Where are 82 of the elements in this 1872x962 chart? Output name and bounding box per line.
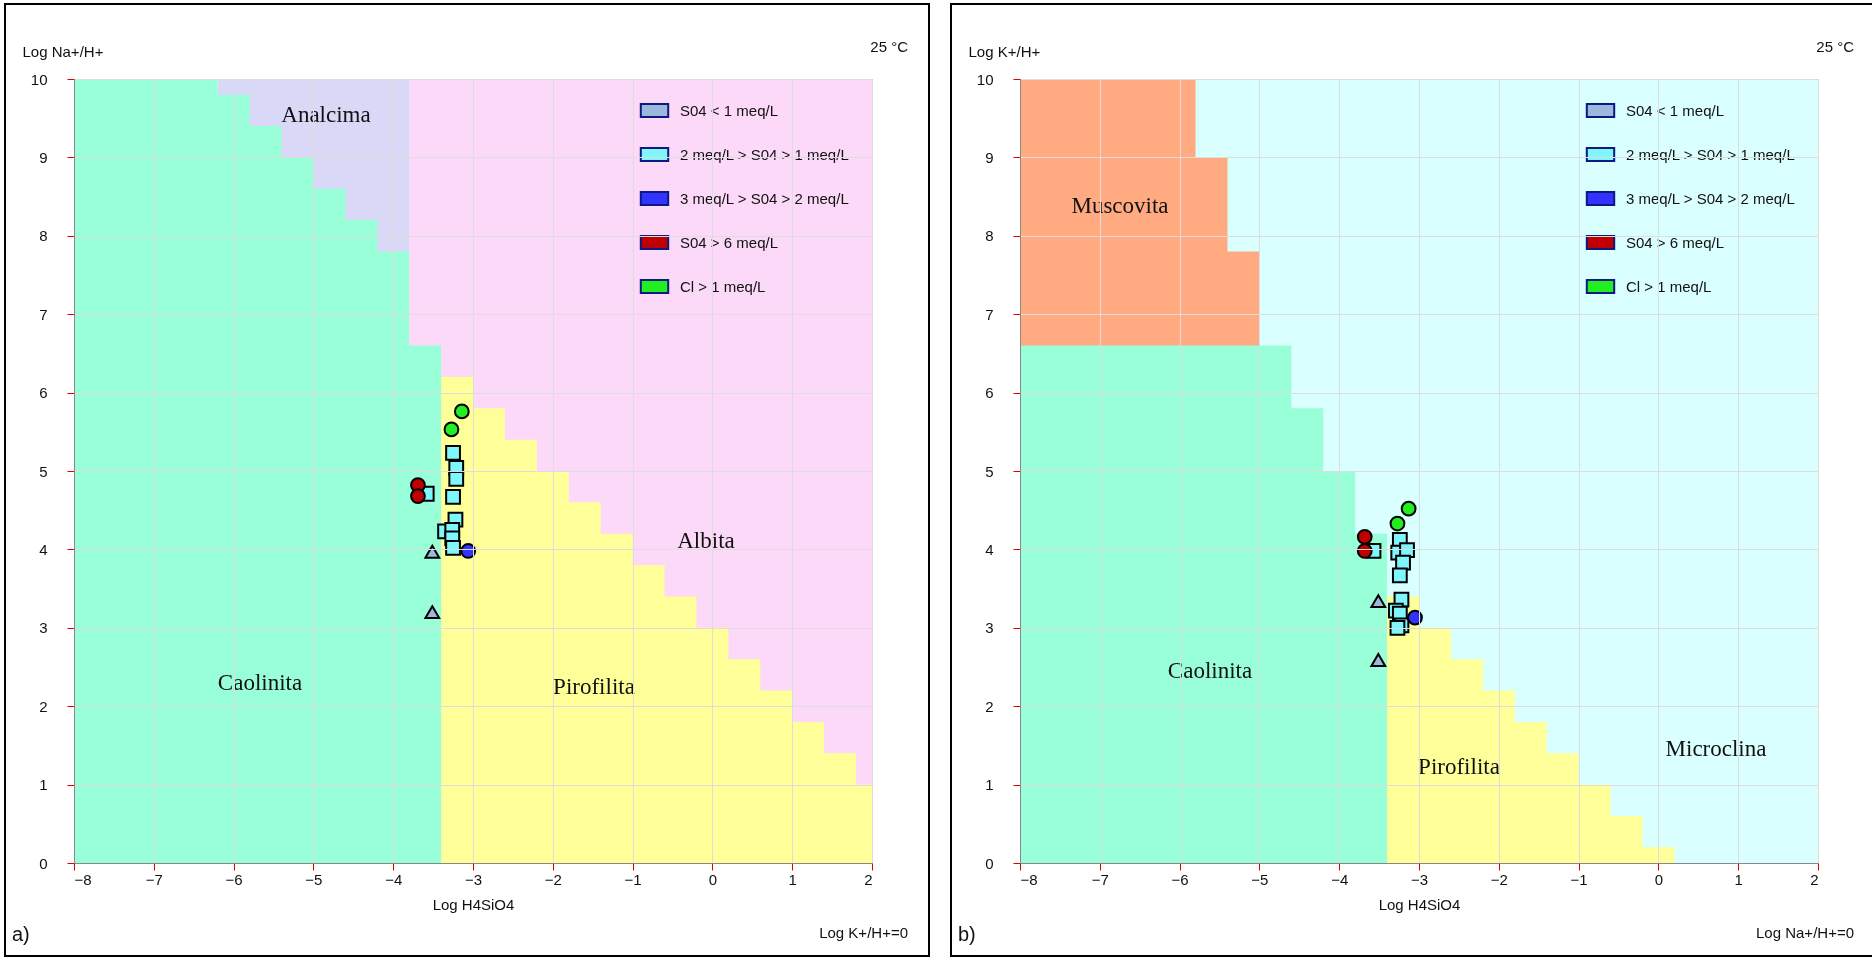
x-tick-label: −4 xyxy=(385,870,403,888)
x-axis-title: Log H4SiO4 xyxy=(1378,895,1461,913)
point xyxy=(1391,567,1408,584)
annotation: Caolinita xyxy=(1167,658,1253,683)
x-tick-label: −3 xyxy=(1410,870,1429,888)
point xyxy=(453,403,470,420)
y-tick-label: 4 xyxy=(39,540,48,558)
y-tick-label: 7 xyxy=(39,305,48,323)
annotation: Microclina xyxy=(1665,736,1767,761)
point xyxy=(1356,543,1373,559)
y-tick-label: 7 xyxy=(985,305,994,323)
point xyxy=(445,539,461,556)
annotation: Analcima xyxy=(281,102,371,127)
y-tick-label: 3 xyxy=(985,619,994,637)
x-tick-label: −4 xyxy=(1331,870,1349,888)
x-tick-label: −7 xyxy=(1091,870,1109,888)
y-tick-label: 0 xyxy=(39,854,48,872)
point xyxy=(1370,594,1387,609)
text: a) xyxy=(12,923,30,945)
y-tick-label: 10 xyxy=(976,70,994,88)
point xyxy=(1356,528,1373,545)
y-tick-label: 4 xyxy=(985,540,994,558)
x-tick-label: 2 xyxy=(1810,870,1819,888)
x-axis-title: Log H4SiO4 xyxy=(432,895,515,913)
point xyxy=(445,488,461,505)
x-tick-label: −8 xyxy=(1020,870,1038,888)
point xyxy=(1370,652,1387,667)
point xyxy=(1407,609,1423,626)
text: Log Na+/H+=0 xyxy=(1756,924,1854,941)
point xyxy=(424,605,441,620)
y-tick-label: 8 xyxy=(985,227,994,245)
x-tick-label: −1 xyxy=(624,870,642,888)
point xyxy=(443,421,460,438)
y-tick-label: 5 xyxy=(39,462,48,480)
y-tick-label: 2 xyxy=(39,697,48,715)
annotation: Albita xyxy=(677,528,735,553)
x-tick-label: −7 xyxy=(145,870,163,888)
point xyxy=(1400,500,1417,517)
x-tick-label: −5 xyxy=(1251,870,1269,888)
y-axis-title: Log K+/H+ xyxy=(968,42,1041,60)
annotation: Pirofilita xyxy=(553,674,635,699)
x-tick-label: 2 xyxy=(864,870,873,888)
y-tick-label: 10 xyxy=(30,70,48,88)
point xyxy=(424,544,441,559)
x-tick-label: 1 xyxy=(788,870,797,888)
annotation: Pirofilita xyxy=(1418,754,1500,779)
legend-label: 3 meq/L > S04 > 2 meq/L xyxy=(680,189,849,207)
x-tick-label: 0 xyxy=(1654,870,1664,888)
y-tick-label: 1 xyxy=(39,776,48,794)
point xyxy=(410,488,426,504)
point xyxy=(1389,619,1406,636)
text: Log K+/H+=0 xyxy=(819,924,908,941)
legend-label: 3 meq/L > S04 > 2 meq/L xyxy=(1626,189,1795,207)
x-tick-label: −1 xyxy=(1570,870,1588,888)
y-tick-label: 3 xyxy=(39,619,48,637)
x-tick-label: −2 xyxy=(1490,870,1508,888)
y-tick-label: 2 xyxy=(985,697,994,715)
x-tick-label: 1 xyxy=(1734,870,1743,888)
annotation: Caolinita xyxy=(217,670,303,695)
y-tick-label: 9 xyxy=(39,148,48,166)
text: b) xyxy=(958,923,976,945)
y-tick-label: 5 xyxy=(985,462,994,480)
y-tick-label: 1 xyxy=(985,776,994,794)
y-tick-label: 9 xyxy=(985,148,994,166)
x-tick-label: −5 xyxy=(305,870,323,888)
point xyxy=(445,445,461,461)
x-tick-label: −3 xyxy=(464,870,483,888)
y-axis-title: Log Na+/H+ xyxy=(22,42,104,60)
x-tick-label: 0 xyxy=(708,870,718,888)
point xyxy=(1389,515,1406,532)
x-tick-label: −6 xyxy=(1171,870,1189,888)
y-tick-label: 8 xyxy=(39,227,48,245)
x-tick-label: −8 xyxy=(74,870,92,888)
annotation: Muscovita xyxy=(1071,193,1169,218)
x-tick-label: −6 xyxy=(225,870,243,888)
y-tick-label: 6 xyxy=(985,384,994,402)
x-tick-label: −2 xyxy=(544,870,562,888)
text: 25 °C xyxy=(1816,38,1855,55)
y-tick-label: 0 xyxy=(985,854,994,872)
text: 25 °C xyxy=(870,38,909,55)
y-tick-label: 6 xyxy=(39,384,48,402)
point xyxy=(448,470,465,487)
